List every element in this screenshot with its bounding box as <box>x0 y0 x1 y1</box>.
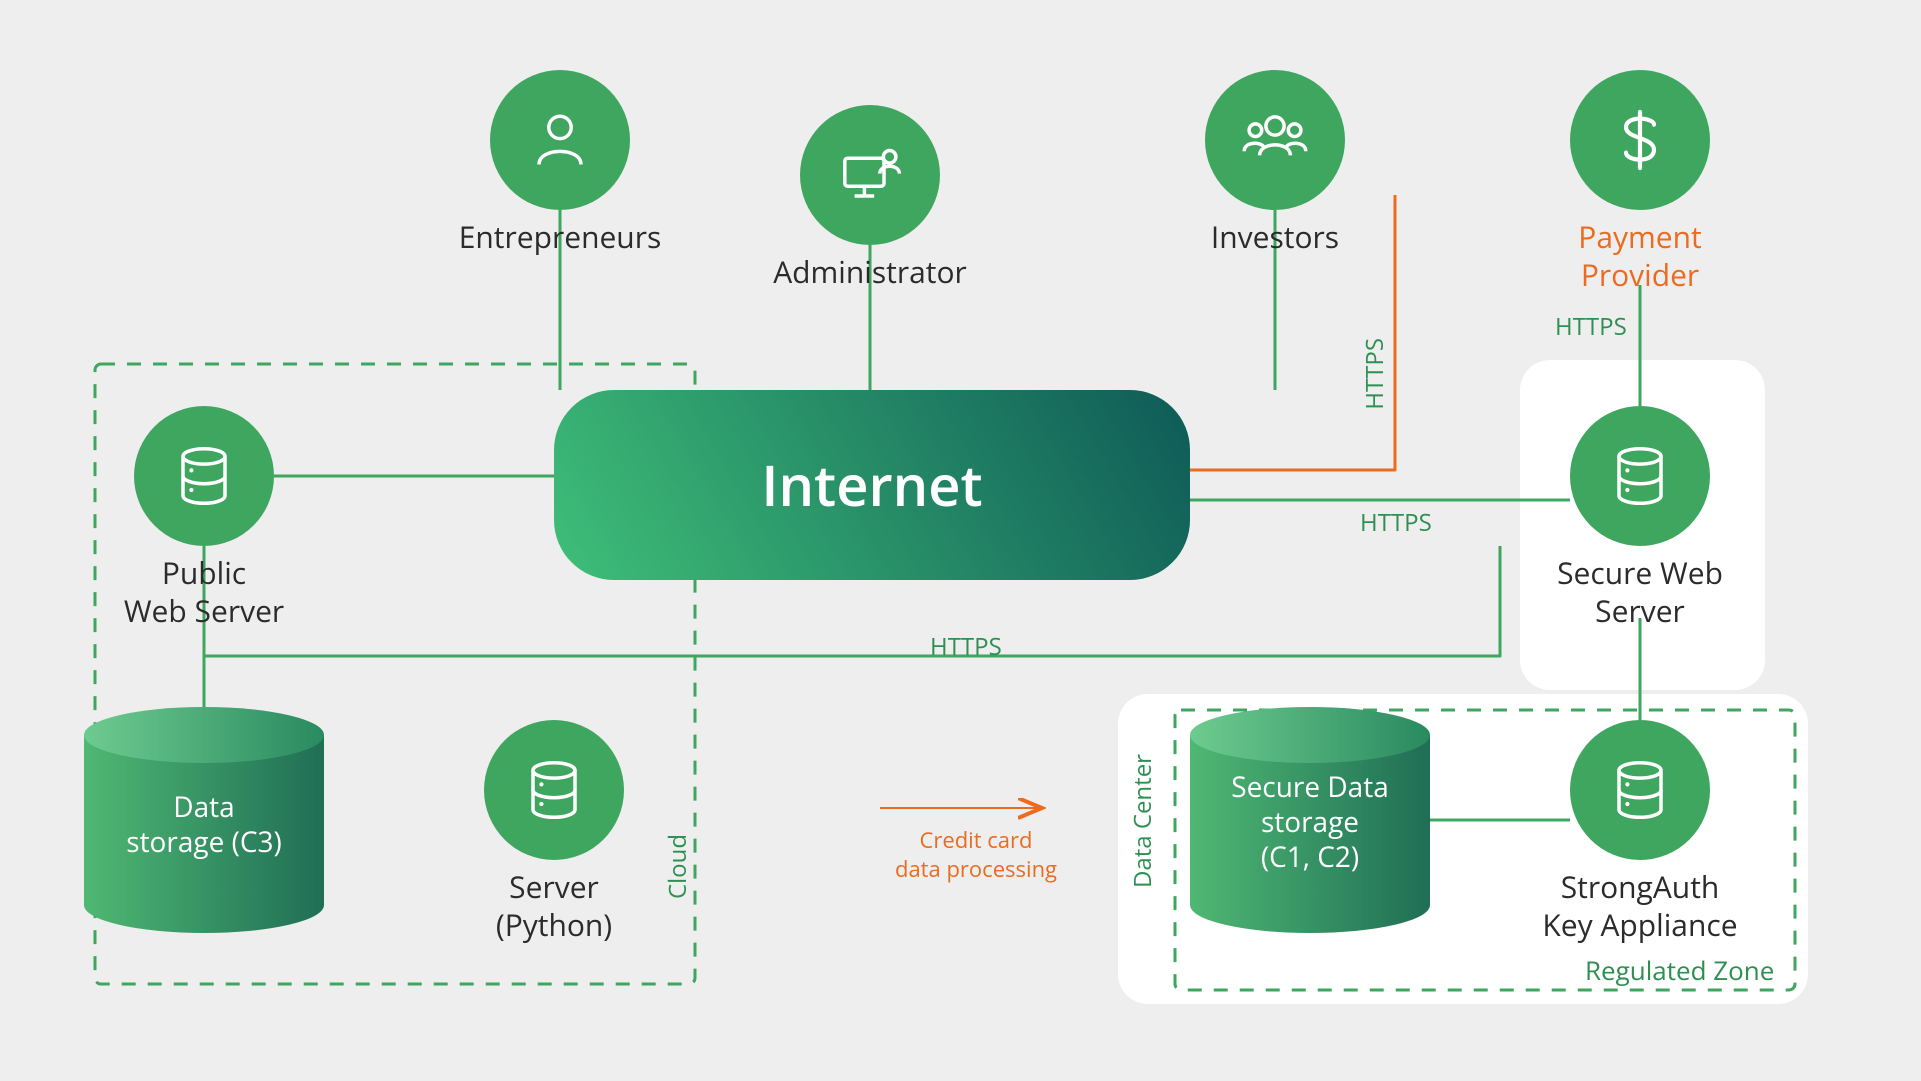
db-icon <box>1605 755 1675 825</box>
investors-node <box>1205 70 1345 210</box>
person-icon <box>525 105 595 175</box>
internet-label: Internet <box>761 447 982 523</box>
secure-web-server-node <box>1570 406 1710 546</box>
entrepreneurs-node <box>490 70 630 210</box>
server-python-label: Server (Python) <box>404 868 704 943</box>
entrepreneurs-label: Entrepreneurs <box>410 218 710 256</box>
secure-web-server-label: Secure Web Server <box>1490 554 1790 629</box>
datacenter-zone-label: Data Center <box>1126 754 1159 888</box>
db-icon <box>519 755 589 825</box>
data-storage-label: Data storage (C3) <box>94 790 314 860</box>
edge-label: HTTPS <box>930 630 1002 663</box>
payment-provider-label: Payment Provider <box>1490 218 1790 293</box>
public-web-server-node <box>134 406 274 546</box>
cloud-zone-label: Cloud <box>661 834 694 899</box>
db-icon <box>169 441 239 511</box>
dollar-icon <box>1605 105 1675 175</box>
strongauth-label: StrongAuth Key Appliance <box>1490 868 1790 943</box>
administrator-node <box>800 105 940 245</box>
server-python-node <box>484 720 624 860</box>
regulated-zone-label: Regulated Zone <box>1585 952 1774 988</box>
edge-label: HTTPS <box>1555 310 1627 343</box>
secure-data-storage-label: Secure Data storage (C1, C2) <box>1200 770 1420 875</box>
legend-text: Credit card data processing <box>895 826 1057 883</box>
db-icon <box>1605 441 1675 511</box>
internet-box: Internet <box>554 390 1190 580</box>
edge-label: HTTPS <box>1358 338 1391 410</box>
people-icon <box>1240 105 1310 175</box>
administrator-label: Administrator <box>720 253 1020 291</box>
investors-label: Investors <box>1125 218 1425 256</box>
strongauth-node <box>1570 720 1710 860</box>
monitor-person-icon <box>835 140 905 210</box>
public-web-server-label: Public Web Server <box>54 554 354 629</box>
diagram-stage: Internet <box>0 0 1921 1081</box>
edge-label: HTTPS <box>1360 506 1432 539</box>
payment-provider-node <box>1570 70 1710 210</box>
